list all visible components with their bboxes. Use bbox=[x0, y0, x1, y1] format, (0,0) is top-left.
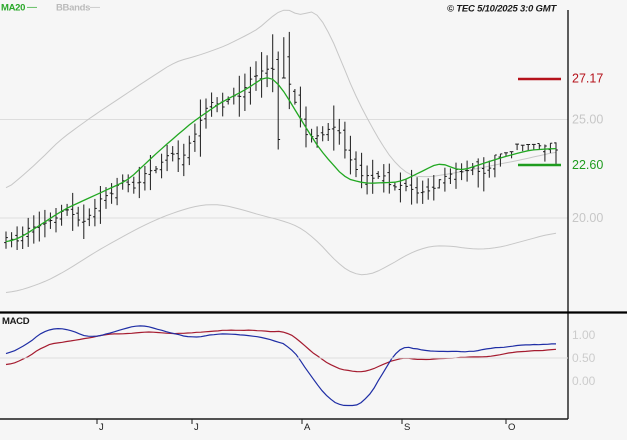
svg-text:0.50: 0.50 bbox=[572, 351, 596, 365]
svg-text:—: — bbox=[90, 2, 100, 13]
svg-text:MACD: MACD bbox=[2, 316, 30, 327]
svg-text:© TEC 5/10/2025 3:0 GMT: © TEC 5/10/2025 3:0 GMT bbox=[447, 4, 557, 15]
svg-text:J: J bbox=[99, 422, 104, 433]
svg-text:25.00: 25.00 bbox=[572, 113, 603, 127]
svg-text:A: A bbox=[304, 422, 311, 433]
svg-text:22.60: 22.60 bbox=[572, 158, 603, 172]
svg-text:BBands: BBands bbox=[56, 3, 90, 14]
svg-text:O: O bbox=[508, 422, 515, 433]
svg-text:MA20: MA20 bbox=[1, 3, 25, 14]
svg-text:S: S bbox=[404, 422, 410, 433]
svg-text:27.17: 27.17 bbox=[572, 72, 603, 86]
svg-text:1.00: 1.00 bbox=[572, 328, 596, 342]
svg-text:0.00: 0.00 bbox=[572, 374, 596, 388]
svg-text:20.00: 20.00 bbox=[572, 211, 603, 225]
svg-text:—: — bbox=[27, 2, 37, 13]
svg-text:J: J bbox=[194, 422, 199, 433]
